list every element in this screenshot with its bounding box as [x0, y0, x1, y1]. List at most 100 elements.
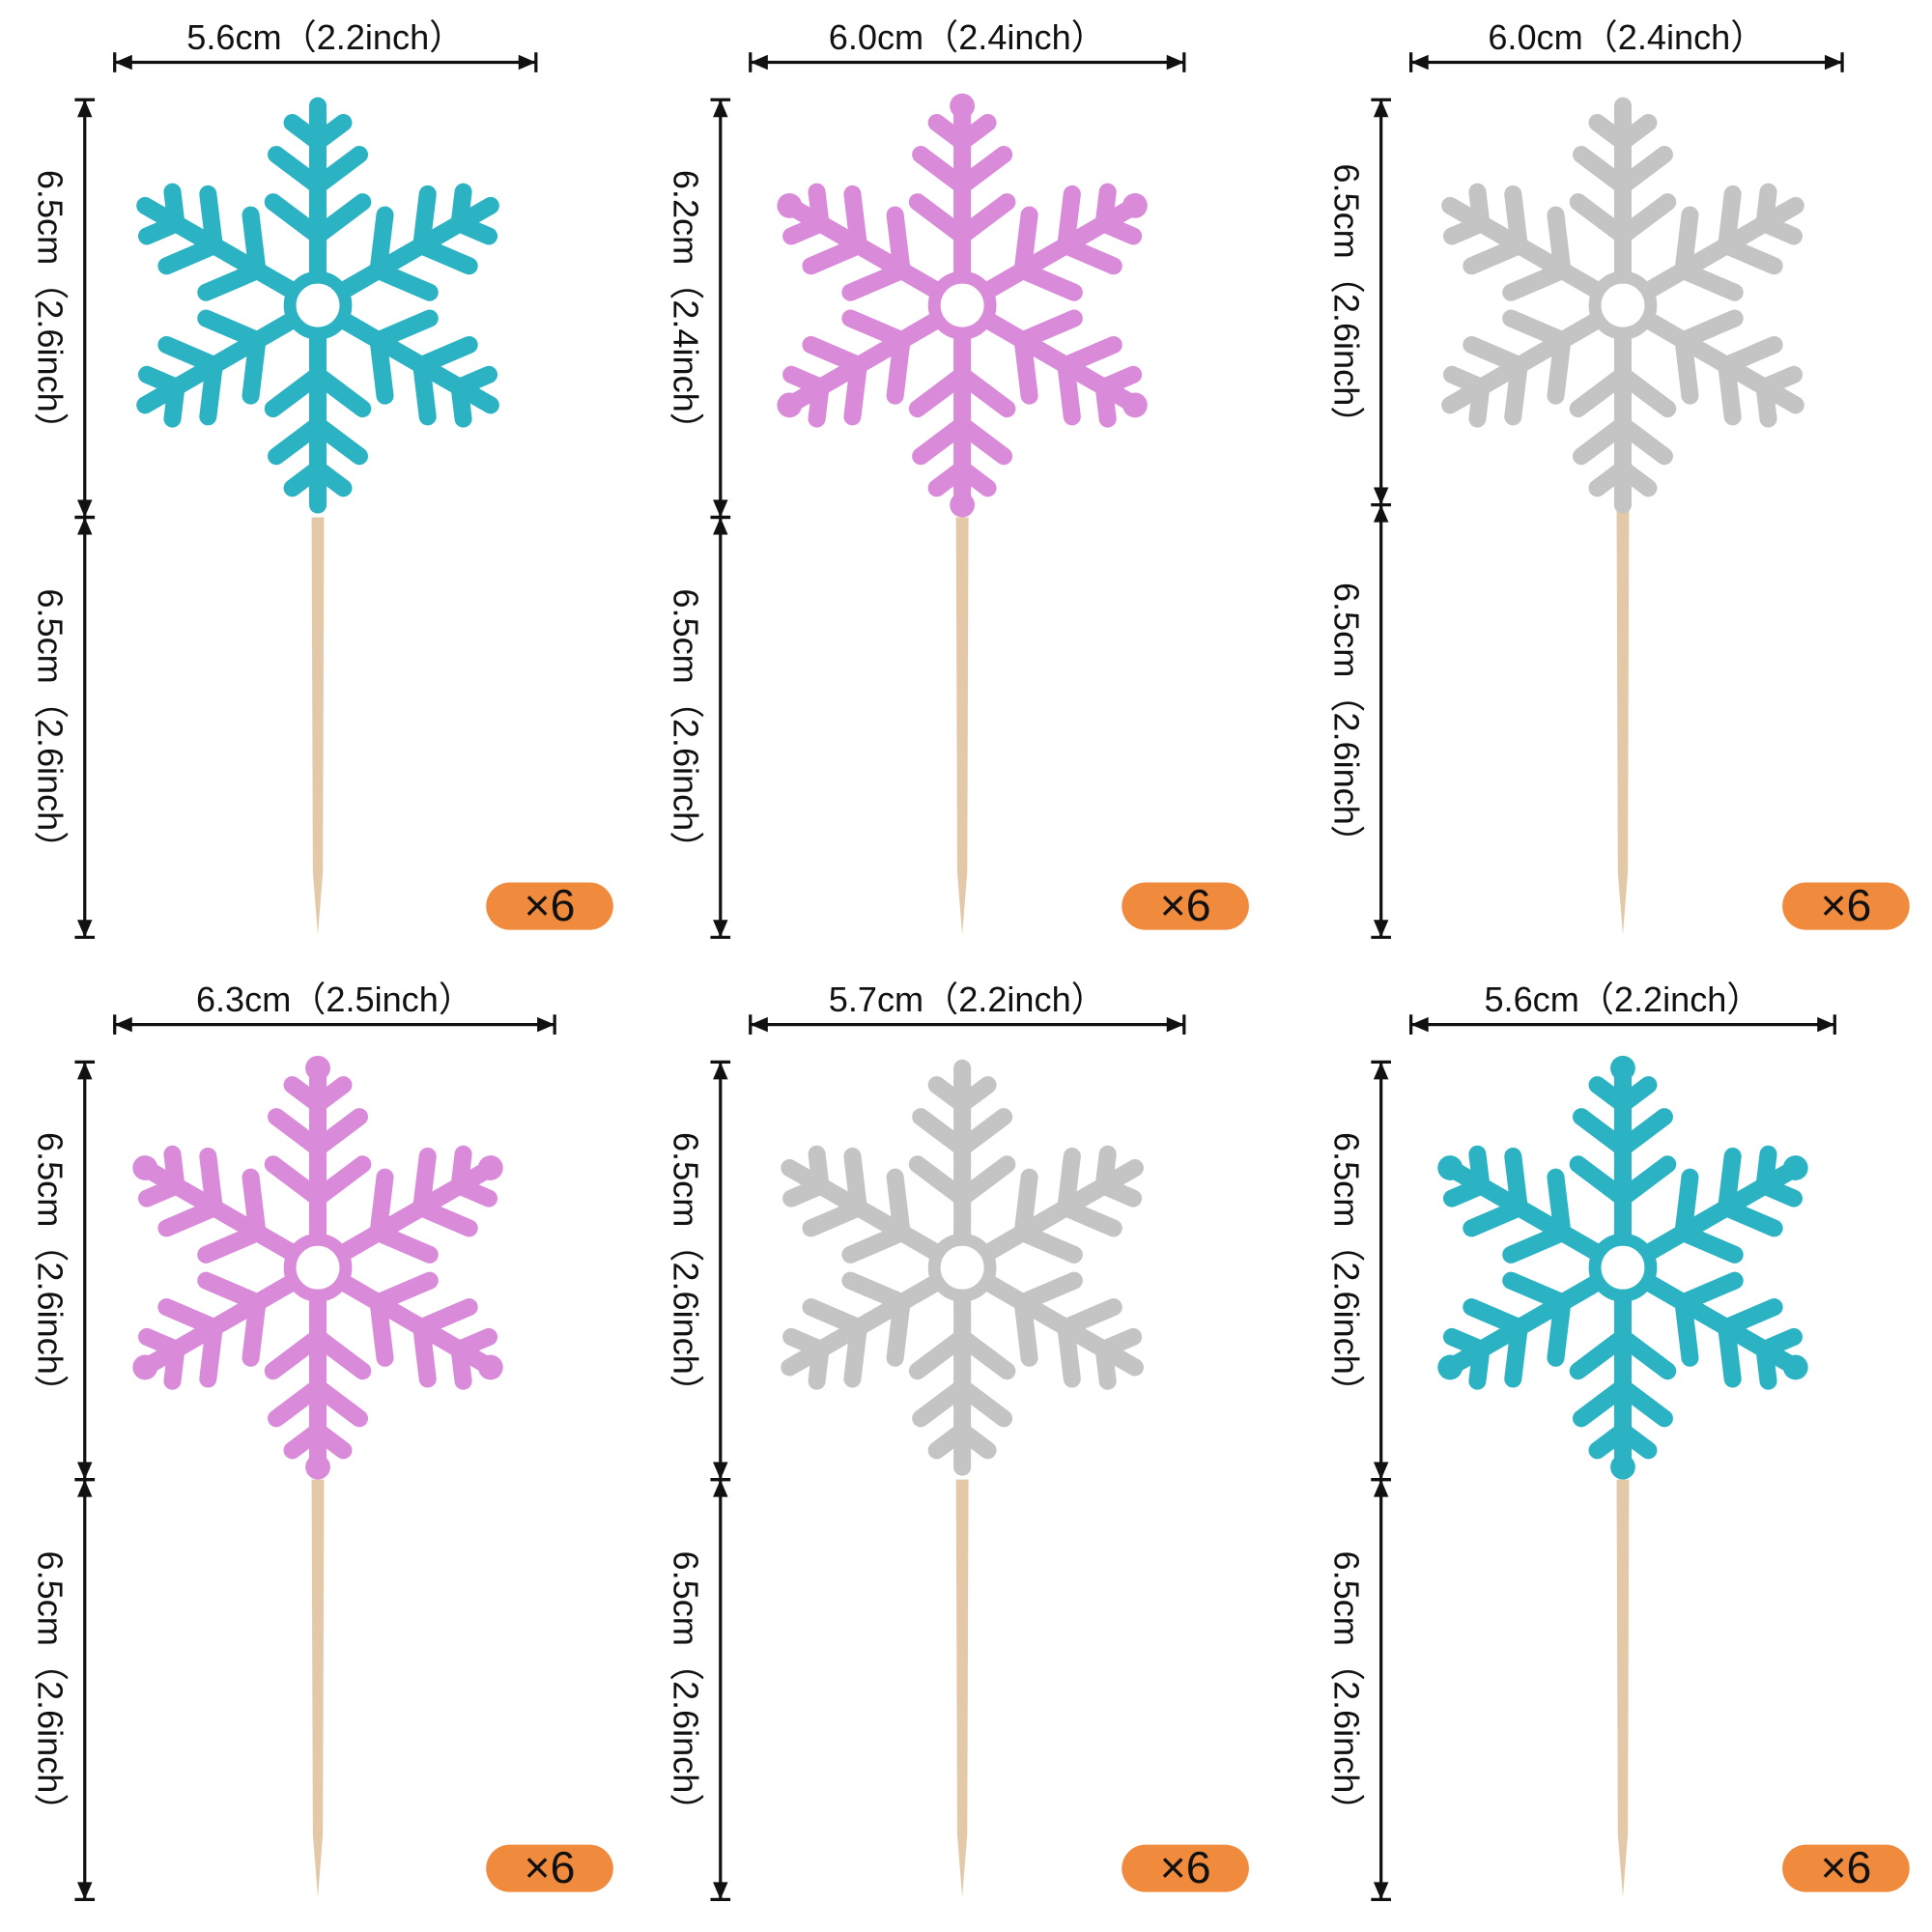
arm-branch [242, 1168, 267, 1242]
arm-branch [1463, 1298, 1528, 1337]
arm-branch [953, 113, 997, 151]
stick [1616, 1479, 1630, 1897]
snowflake [777, 93, 1148, 518]
arm-branch [1674, 261, 1744, 301]
count-badge [1122, 1844, 1249, 1892]
arm-tip [1437, 1155, 1463, 1180]
arm-branch [308, 1108, 368, 1157]
arrow-head [1373, 1462, 1389, 1480]
arm-branch [1569, 193, 1633, 244]
snowflake-center [1588, 1233, 1658, 1302]
arrow-head [713, 517, 728, 535]
arm-branch [1613, 193, 1677, 244]
arm-branch [1613, 1076, 1658, 1113]
arrow-head [713, 920, 728, 938]
arm-branch [199, 185, 223, 255]
topper-card: 6.3cm（2.5inch） 6.5cm（2.6inch） 6.5cm（2.6inc… [30, 980, 613, 1902]
arm-branch [1547, 206, 1572, 280]
arrow-head [518, 54, 536, 71]
arm-branch [138, 365, 185, 396]
count-badge [486, 882, 613, 930]
arm-tip [305, 1055, 330, 1081]
arm-branch [199, 1147, 223, 1217]
arm-branch [1057, 1199, 1122, 1237]
stick-height-label: 6.5cm（2.6inch） [667, 1551, 706, 1829]
arrow-head [750, 1016, 768, 1033]
arm-branch [450, 214, 498, 245]
arm-branch [1718, 237, 1783, 275]
arm-branch [1502, 261, 1572, 301]
arm-branch [1094, 1340, 1117, 1390]
snowflake [781, 1059, 1144, 1476]
arm-branch [841, 309, 911, 350]
arm-tip [305, 1454, 330, 1480]
arm-branch [1755, 378, 1777, 428]
arm-tip [1122, 392, 1148, 418]
arm-branch [1674, 331, 1699, 405]
arm-branch [1613, 113, 1658, 151]
arm-branch [1013, 1168, 1038, 1242]
arm-branch [808, 183, 830, 233]
arrow-head [114, 54, 132, 71]
count-badge [1122, 882, 1249, 930]
arm-branch [157, 335, 223, 375]
arm-branch [1718, 1319, 1742, 1388]
stick [955, 517, 969, 935]
snowflake-arm [1569, 297, 1677, 514]
arm-branch [841, 1224, 911, 1264]
content: 5.6cm（2.2inch） 6.5cm（2.6inch） 6.5cm（2.6inc… [30, 17, 1910, 1902]
arm-tip [477, 1354, 503, 1380]
count-label: ×6 [1820, 1842, 1871, 1892]
arm-branch [1502, 1224, 1572, 1264]
arm-branch [1442, 1327, 1491, 1358]
arm-branch [1013, 331, 1038, 405]
snowflake-arm [308, 1259, 503, 1390]
snowflake-arm [136, 183, 327, 315]
topper-card: 5.6cm（2.2inch） 6.5cm（2.6inch） 6.5cm（2.6inc… [1326, 980, 1910, 1902]
arm-branch [412, 356, 437, 426]
topper-card: 6.0cm（2.4inch） 6.2cm（2.4inch） 6.5cm（2.6inc… [667, 17, 1249, 939]
arm-branch [1057, 1319, 1081, 1388]
arm-branch [450, 1340, 472, 1390]
arm-branch [308, 1076, 353, 1113]
arrow-head [76, 1062, 93, 1080]
arm-branch [953, 1328, 1016, 1380]
arm-branch [369, 331, 394, 405]
arm-tip [950, 93, 976, 119]
arm-branch [369, 1224, 439, 1264]
arm-branch [283, 460, 327, 497]
arrow-head [1166, 54, 1184, 71]
arm-tip [1782, 1155, 1808, 1180]
arm-branch [369, 206, 394, 280]
arm-branch [953, 1076, 997, 1113]
arm-branch [412, 1319, 437, 1388]
snowflake-center [927, 1233, 997, 1302]
arm-branch [886, 206, 911, 280]
arrow-head [750, 54, 768, 71]
arm-branch [369, 261, 439, 301]
arm-branch [1504, 185, 1528, 255]
arm-branch [1057, 237, 1122, 275]
stick [311, 517, 325, 935]
arm-branch [1674, 1271, 1744, 1312]
arm-branch [1613, 146, 1673, 195]
top-height-label: 6.2cm（2.4inch） [667, 170, 706, 447]
stick [955, 1479, 969, 1897]
arm-tip [477, 1155, 503, 1180]
arm-branch [953, 366, 1016, 418]
arm-branch [1013, 1293, 1038, 1367]
arm-tip [1437, 1354, 1463, 1380]
count-badge [1782, 1844, 1910, 1892]
arm-branch [841, 1271, 911, 1312]
arrow-head [76, 1462, 93, 1480]
count-badge [486, 1844, 613, 1892]
arm-branch [1094, 214, 1143, 245]
arrow-head [1824, 54, 1843, 71]
arrow-head [76, 99, 93, 118]
top-height-label: 6.5cm（2.6inch） [30, 170, 70, 447]
arm-branch [1013, 1224, 1083, 1264]
count-badge [1782, 882, 1910, 930]
arm-tip [777, 192, 803, 218]
arm-branch [1718, 1199, 1783, 1237]
